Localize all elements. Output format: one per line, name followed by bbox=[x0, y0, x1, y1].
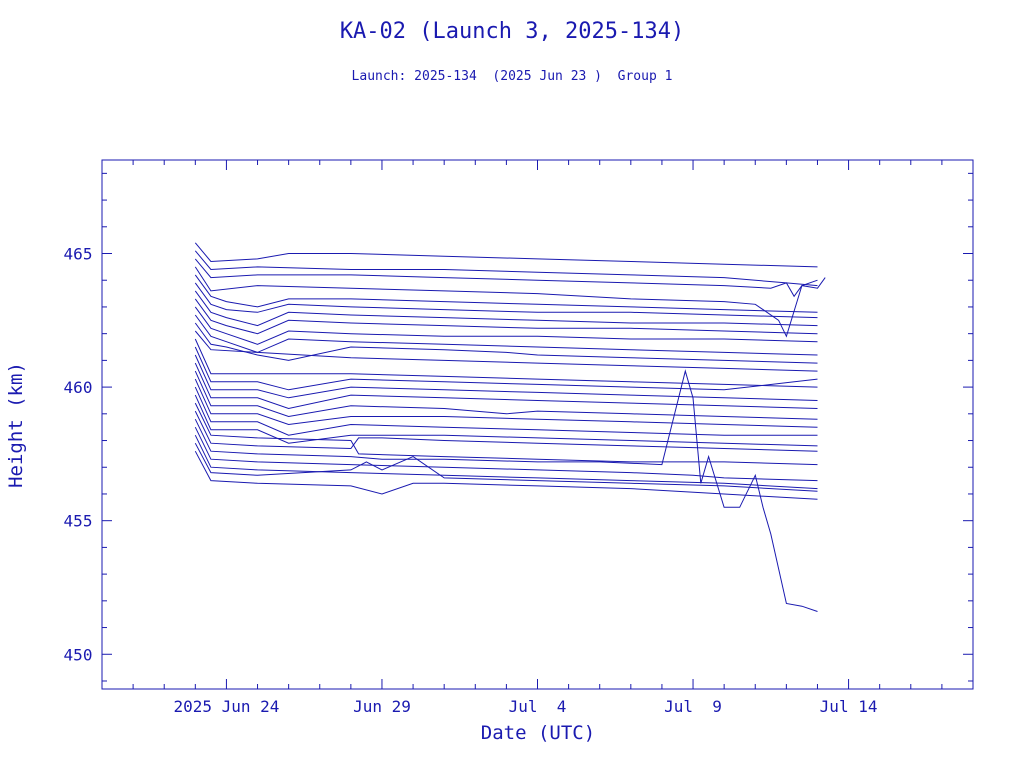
series-line-5 bbox=[194, 274, 818, 313]
series-line-15 bbox=[194, 354, 818, 401]
y-tick-label: 450 bbox=[64, 645, 93, 664]
series-line-6 bbox=[194, 282, 818, 319]
series-line-21 bbox=[194, 402, 818, 466]
x-tick-labels: 2025 Jun 24 Jun 29 Jul 4 Jul 9 Jul 14 bbox=[173, 697, 877, 716]
x-tick-label: Jul 4 bbox=[509, 697, 567, 716]
series-line-13 bbox=[194, 338, 818, 388]
series-line-12 bbox=[194, 330, 818, 372]
series-line-23 bbox=[194, 369, 818, 612]
y-tick-label: 460 bbox=[64, 378, 93, 397]
series-line-1 bbox=[194, 242, 818, 268]
series-line-19 bbox=[194, 386, 818, 436]
series-line-17 bbox=[194, 370, 818, 420]
axis-ticks bbox=[102, 160, 973, 689]
series-line-3 bbox=[194, 258, 826, 298]
x-tick-label: 2025 Jun 24 bbox=[173, 697, 279, 716]
x-tick-label: Jun 29 bbox=[353, 697, 411, 716]
x-tick-label: Jul 14 bbox=[820, 697, 878, 716]
series-line-9 bbox=[194, 306, 818, 345]
series-line-27 bbox=[194, 450, 818, 500]
series-line-2 bbox=[194, 250, 818, 287]
series-line-20 bbox=[194, 394, 818, 447]
series-line-7 bbox=[194, 290, 818, 327]
x-axis-label: Date (UTC) bbox=[481, 722, 595, 744]
y-tick-label: 465 bbox=[64, 245, 93, 264]
x-tick-label: Jul 9 bbox=[664, 697, 722, 716]
series-line-11 bbox=[194, 322, 818, 364]
series-line-26 bbox=[194, 442, 818, 492]
series-line-25 bbox=[194, 434, 818, 490]
y-axis-label: Height (km) bbox=[5, 362, 27, 488]
series-line-10 bbox=[194, 314, 818, 356]
plot-frame bbox=[101, 159, 974, 690]
series-line-4 bbox=[194, 266, 818, 338]
y-tick-labels: 450 455 460 465 bbox=[64, 245, 93, 665]
series-lines bbox=[194, 242, 826, 612]
chart-title: KA-02 (Launch 3, 2025-134) bbox=[340, 19, 684, 44]
series-line-16 bbox=[194, 362, 818, 410]
series-line-18 bbox=[194, 378, 818, 428]
series-line-22 bbox=[194, 410, 818, 452]
series-line-8 bbox=[194, 298, 818, 335]
series-line-14 bbox=[194, 346, 818, 391]
chart-subtitle: Launch: 2025-134 (2025 Jun 23 ) Group 1 bbox=[352, 69, 673, 84]
series-line-24 bbox=[194, 426, 818, 482]
y-tick-label: 455 bbox=[64, 512, 93, 531]
